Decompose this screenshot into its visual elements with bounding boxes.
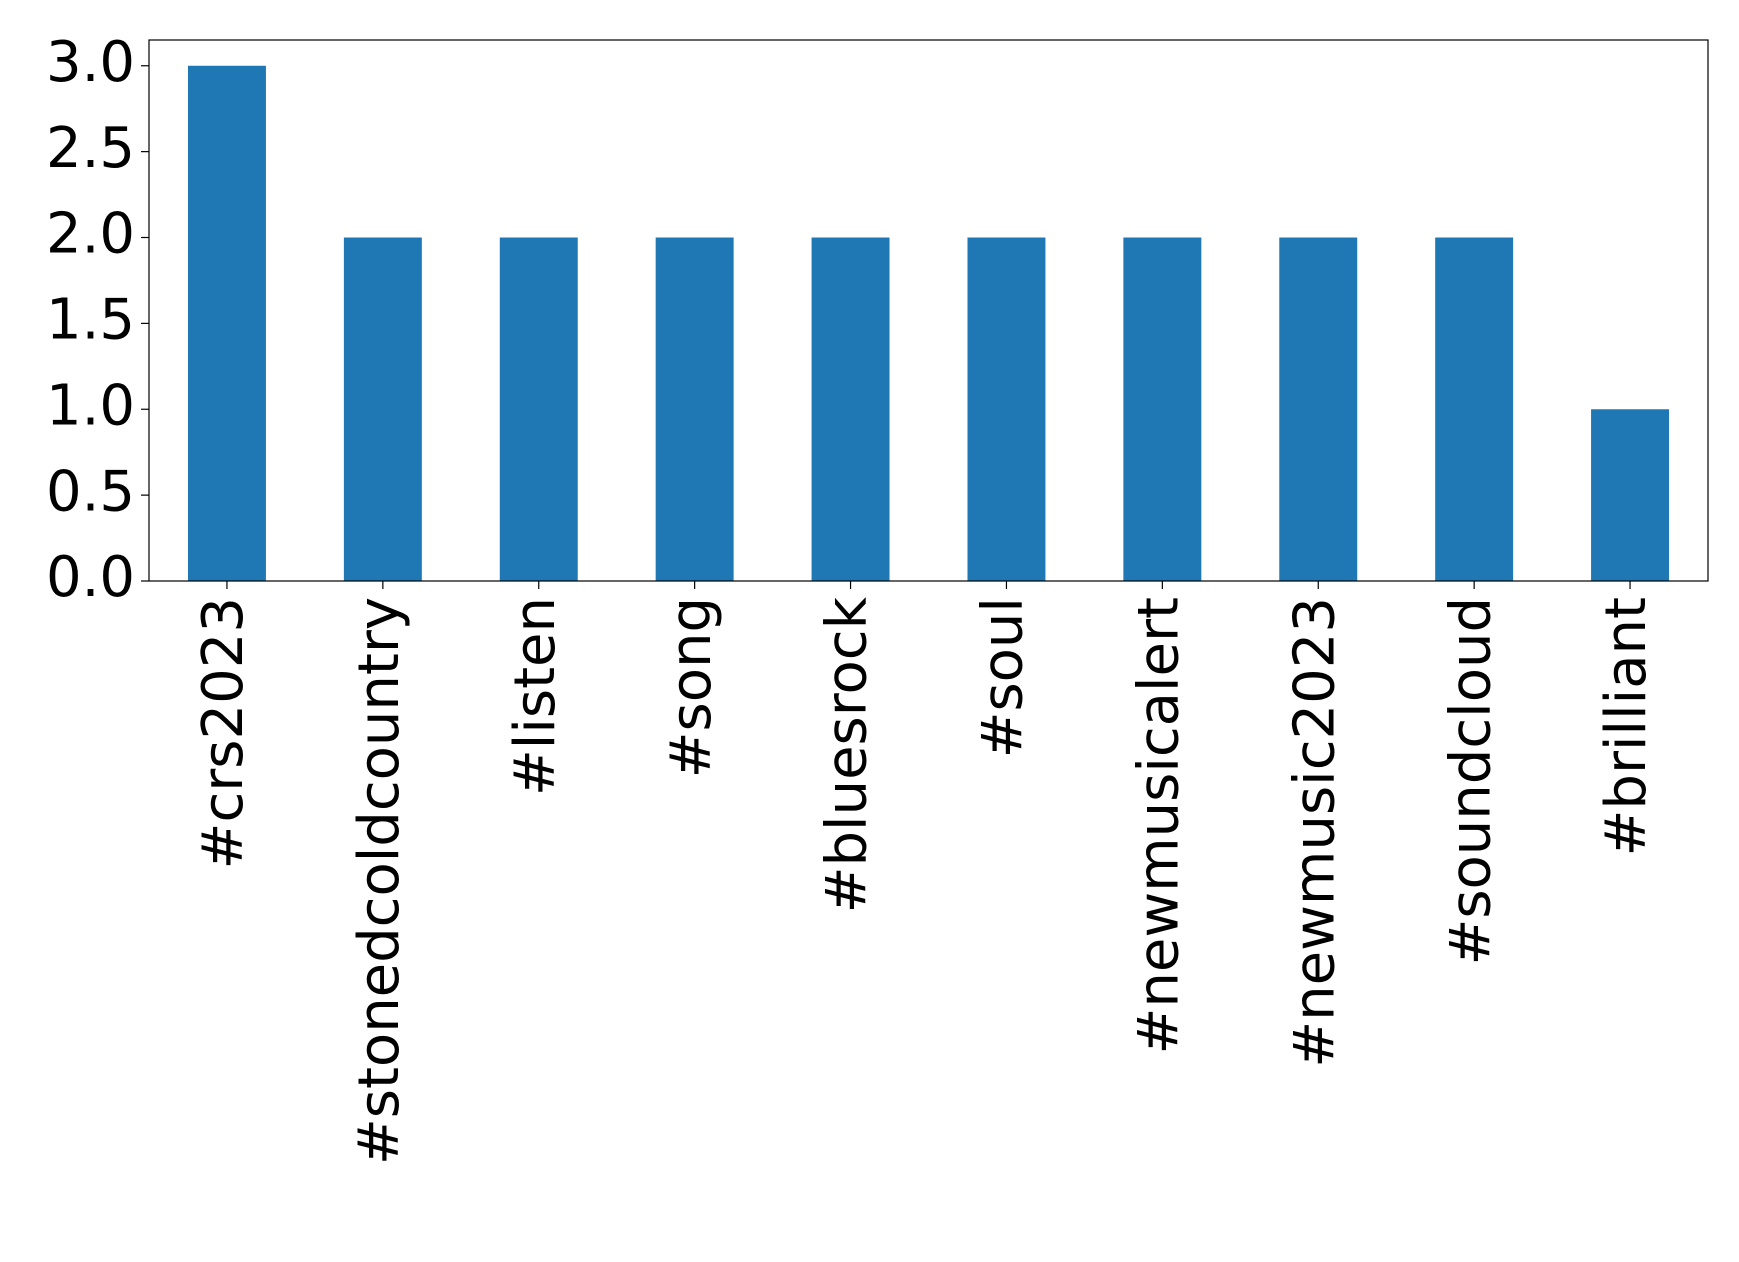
y-tick-label: 2.5	[46, 116, 135, 181]
x-tick-label: #listen	[503, 597, 568, 796]
bar	[1591, 409, 1670, 581]
y-tick-label: 1.5	[46, 288, 135, 353]
x-tick-label: #stonedcoldcountry	[347, 597, 412, 1165]
bar	[343, 237, 422, 581]
x-tick-label: #newmusic2023	[1282, 597, 1347, 1068]
bar	[1435, 237, 1514, 581]
y-tick-label: 1.0	[46, 373, 135, 438]
bar	[1279, 237, 1358, 581]
bar	[187, 65, 266, 581]
x-tick-label: #newmusicalert	[1126, 597, 1191, 1055]
y-tick-label: 0.0	[46, 545, 135, 610]
x-tick-label: #soul	[971, 597, 1036, 758]
bar	[655, 237, 734, 581]
x-tick-label: #bluesrock	[815, 596, 880, 913]
y-tick-label: 3.0	[46, 30, 135, 95]
y-tick-label: 2.0	[46, 202, 135, 267]
x-tick-label: #brilliant	[1594, 597, 1659, 857]
x-tick-label: #soundcloud	[1438, 597, 1503, 966]
bar	[499, 237, 578, 581]
y-tick-label: 0.5	[46, 459, 135, 524]
x-tick-label: #crs2023	[191, 597, 256, 869]
bar	[967, 237, 1046, 581]
bar	[811, 237, 890, 581]
bar	[1123, 237, 1202, 581]
x-tick-label: #song	[659, 597, 724, 778]
plot-frame	[148, 39, 1709, 582]
